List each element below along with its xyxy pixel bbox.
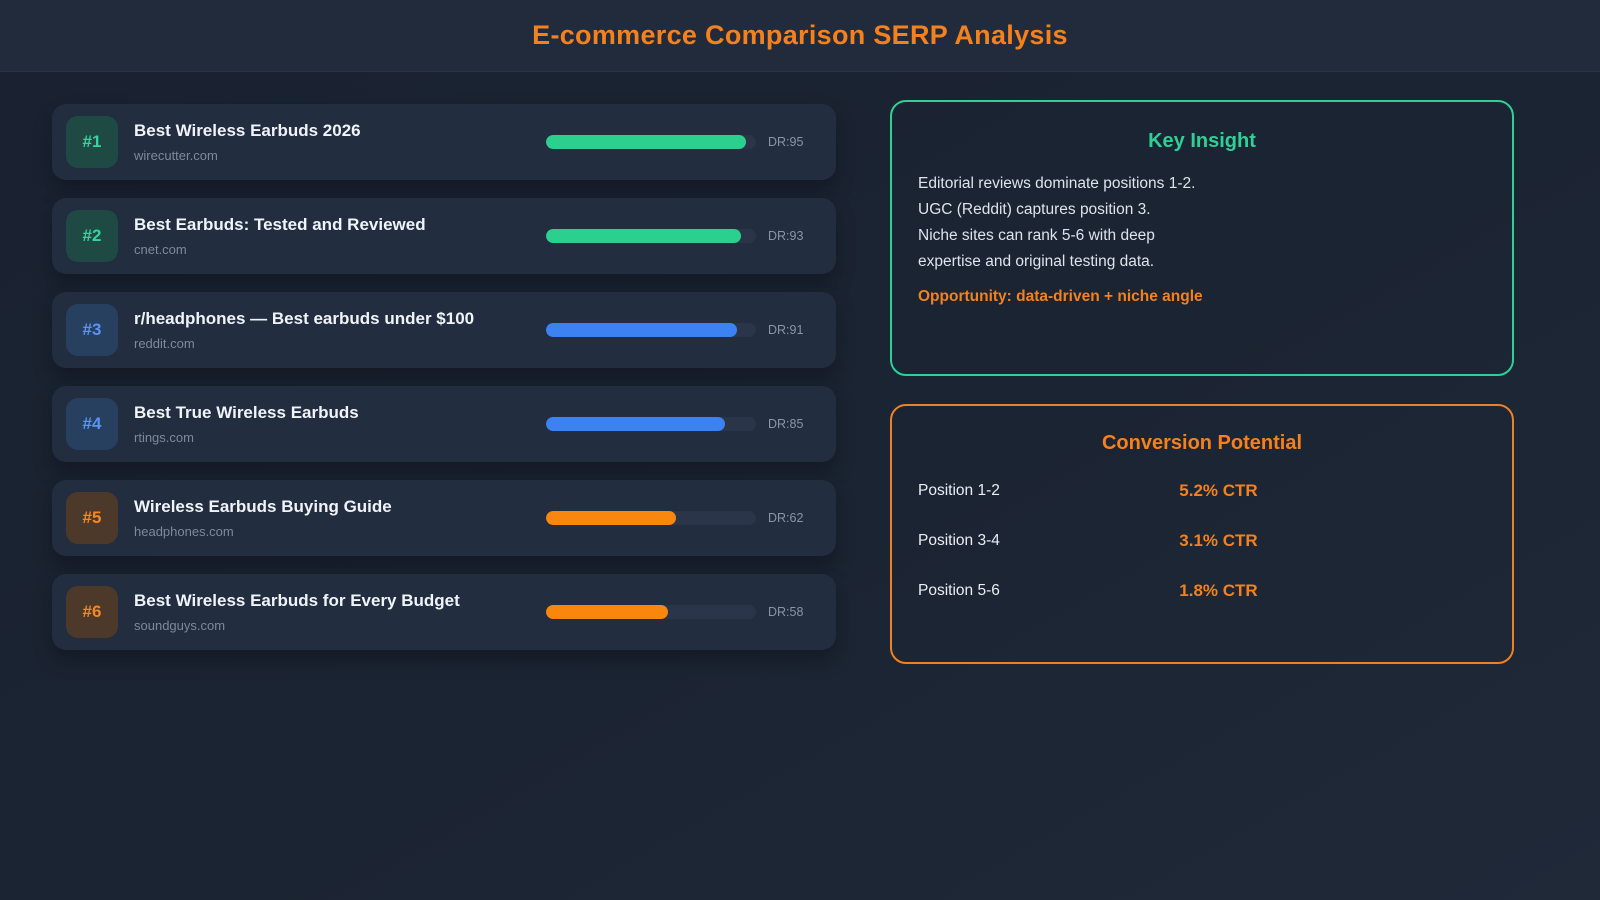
result-title: Best Earbuds: Tested and Reviewed	[134, 215, 426, 234]
serp-result-row[interactable]: #6 Best Wireless Earbuds for Every Budge…	[52, 574, 836, 650]
result-text: r/headphones — Best earbuds under $100 r…	[134, 309, 546, 351]
domain-rating-label: DR:93	[768, 229, 804, 243]
domain-rating-bar-track	[546, 417, 756, 431]
key-insight-line: Editorial reviews dominate positions 1-2…	[918, 175, 1196, 192]
result-text: Best Wireless Earbuds 2026 wirecutter.co…	[134, 121, 546, 163]
rank-badge: #5	[66, 492, 118, 544]
result-title: Best True Wireless Earbuds	[134, 403, 359, 422]
serp-result-row[interactable]: #1 Best Wireless Earbuds 2026 wirecutter…	[52, 104, 836, 180]
conversion-row: Position 3-4 3.1% CTR	[918, 531, 1486, 551]
domain-rating-bar-track	[546, 605, 756, 619]
rank-badge: #3	[66, 304, 118, 356]
domain-rating-bar-fill	[546, 511, 677, 525]
domain-rating-label: DR:95	[768, 135, 804, 149]
domain-rating-label: DR:62	[768, 511, 804, 525]
result-title: Best Wireless Earbuds for Every Budget	[134, 591, 460, 610]
rank-badge: #2	[66, 210, 118, 262]
side-panels: Key Insight Editorial reviews dominate p…	[890, 100, 1514, 664]
domain-rating-label: DR:85	[768, 417, 804, 431]
position-label: Position 3-4	[918, 532, 1000, 549]
domain-rating-bar-fill	[546, 135, 746, 149]
result-domain: soundguys.com	[134, 618, 226, 633]
key-insight-line: UGC (Reddit) captures position 3.	[918, 201, 1151, 218]
key-insight-line: Niche sites can rank 5-6 with deep	[918, 227, 1155, 244]
result-domain: wirecutter.com	[134, 148, 218, 163]
domain-rating-label: DR:58	[768, 605, 804, 619]
conversion-potential-panel: Conversion Potential Position 1-2 5.2% C…	[890, 404, 1514, 664]
ctr-value: 1.8% CTR	[1179, 581, 1258, 600]
app-header: E-commerce Comparison SERP Analysis	[0, 0, 1600, 72]
position-label: Position 1-2	[918, 482, 1000, 499]
conversion-potential-title: Conversion Potential	[1101, 432, 1303, 454]
domain-rating-bar-track	[546, 229, 756, 243]
serp-result-row[interactable]: #4 Best True Wireless Earbuds rtings.com…	[52, 386, 836, 462]
key-insight-line: expertise and original testing data.	[918, 253, 1155, 270]
domain-rating-bar-fill	[546, 605, 668, 619]
conversion-row: Position 5-6 1.8% CTR	[918, 581, 1486, 601]
result-domain: rtings.com	[134, 430, 194, 445]
result-domain: cnet.com	[134, 242, 187, 257]
key-insight-body: Editorial reviews dominate positions 1-2…	[918, 171, 1486, 275]
rank-badge: #4	[66, 398, 118, 450]
page-title: E-commerce Comparison SERP Analysis	[532, 20, 1068, 50]
result-domain: reddit.com	[134, 336, 195, 351]
result-title: Wireless Earbuds Buying Guide	[134, 497, 392, 516]
domain-rating-bar-track	[546, 511, 756, 525]
ctr-value: 3.1% CTR	[1179, 531, 1258, 550]
result-domain: headphones.com	[134, 524, 234, 539]
ctr-value: 5.2% CTR	[1179, 481, 1258, 500]
conversion-row: Position 1-2 5.2% CTR	[918, 481, 1486, 501]
rank-badge: #6	[66, 586, 118, 638]
domain-rating-bar-fill	[546, 417, 725, 431]
rank-badge: #1	[66, 116, 118, 168]
domain-rating-bar-track	[546, 135, 756, 149]
opportunity-callout: Opportunity: data-driven + niche angle	[918, 288, 1203, 305]
result-text: Best Earbuds: Tested and Reviewed cnet.c…	[134, 215, 546, 257]
key-insight-panel: Key Insight Editorial reviews dominate p…	[890, 100, 1514, 376]
result-text: Best True Wireless Earbuds rtings.com	[134, 403, 546, 445]
domain-rating-bar-fill	[546, 323, 738, 337]
result-text: Best Wireless Earbuds for Every Budget s…	[134, 591, 546, 633]
conversion-rows: Position 1-2 5.2% CTR Position 3-4 3.1% …	[918, 481, 1486, 601]
key-insight-title: Key Insight	[1148, 130, 1256, 152]
serp-result-list: #1 Best Wireless Earbuds 2026 wirecutter…	[52, 104, 836, 664]
serp-result-row[interactable]: #5 Wireless Earbuds Buying Guide headpho…	[52, 480, 836, 556]
position-label: Position 5-6	[918, 582, 1000, 599]
serp-result-row[interactable]: #3 r/headphones — Best earbuds under $10…	[52, 292, 836, 368]
domain-rating-label: DR:91	[768, 323, 804, 337]
result-title: r/headphones — Best earbuds under $100	[134, 309, 475, 328]
main-content: #1 Best Wireless Earbuds 2026 wirecutter…	[0, 72, 1600, 664]
domain-rating-bar-track	[546, 323, 756, 337]
result-text: Wireless Earbuds Buying Guide headphones…	[134, 497, 546, 539]
domain-rating-bar-fill	[546, 229, 742, 243]
result-title: Best Wireless Earbuds 2026	[134, 121, 361, 140]
serp-result-row[interactable]: #2 Best Earbuds: Tested and Reviewed cne…	[52, 198, 836, 274]
